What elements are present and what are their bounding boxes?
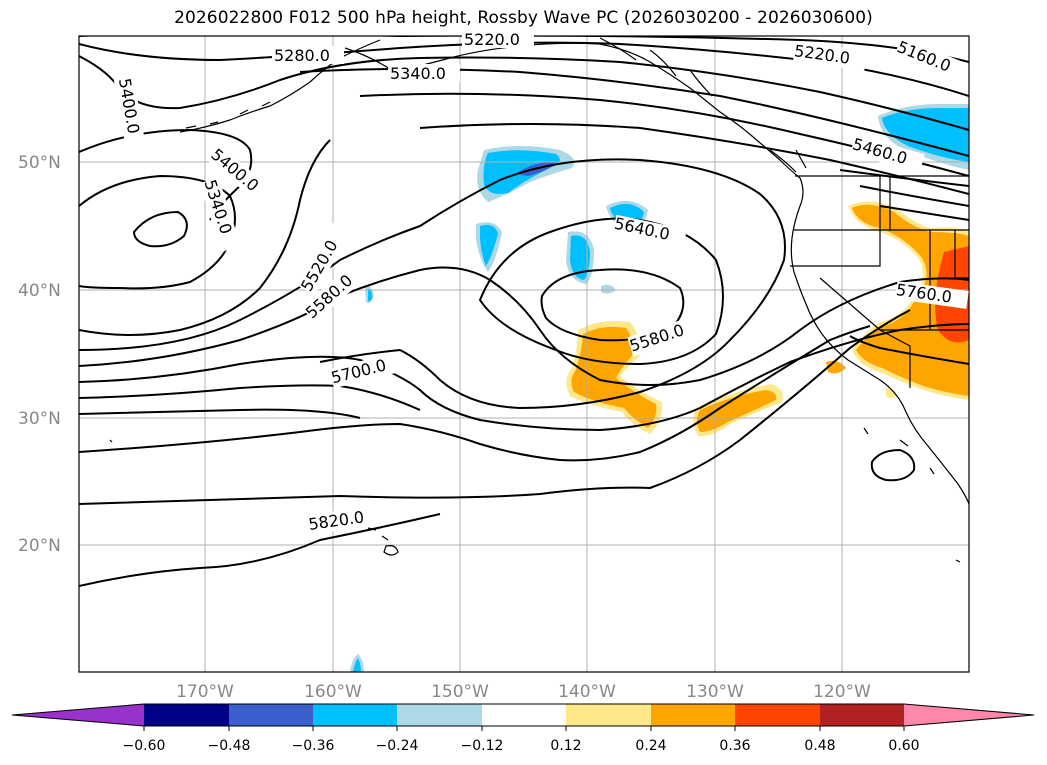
contour-label: 5340.0 xyxy=(390,64,446,83)
colorbar-tick: −0.48 xyxy=(208,738,251,754)
colorbar-tick: 0.36 xyxy=(719,738,750,754)
lon-label: 120°W xyxy=(813,682,871,702)
colorbar-tick: −0.12 xyxy=(461,738,504,754)
latitude-labels: 50°N 40°N 30°N 20°N xyxy=(18,153,61,556)
lon-label: 140°W xyxy=(558,682,616,702)
colorbar-max-extend xyxy=(904,704,1034,726)
colorbar-segment xyxy=(229,704,313,726)
colorbar-segment xyxy=(735,704,820,726)
colorbar-segment xyxy=(144,704,229,726)
lon-label: 150°W xyxy=(431,682,489,702)
lon-label: 130°W xyxy=(686,682,744,702)
colorbar-segment xyxy=(397,704,482,726)
contour-label: 5220.0 xyxy=(464,30,520,49)
colorbar-tick: −0.24 xyxy=(376,738,419,754)
longitude-labels: 170°W 160°W 150°W 140°W 130°W 120°W xyxy=(176,682,871,702)
colorbar-tick: 0.24 xyxy=(635,738,666,754)
lat-label: 50°N xyxy=(18,153,61,173)
colorbar-tick: −0.60 xyxy=(123,738,166,754)
lat-label: 30°N xyxy=(18,409,61,429)
colorbar-segment xyxy=(566,704,651,726)
lon-label: 170°W xyxy=(176,682,234,702)
colorbar-segment xyxy=(820,704,904,726)
lat-label: 40°N xyxy=(18,281,61,301)
colorbar-tick: −0.36 xyxy=(292,738,335,754)
lon-label: 160°W xyxy=(304,682,362,702)
colorbar-segment xyxy=(482,704,566,726)
colorbar: −0.60 −0.48 −0.36 −0.24 −0.12 0.12 0.24 … xyxy=(11,703,1035,754)
chart-title: 2026022800 F012 500 hPa height, Rossby W… xyxy=(174,8,873,28)
contour-label: 5280.0 xyxy=(274,46,330,65)
colorbar-segment xyxy=(651,704,735,726)
colorbar-tick: 0.48 xyxy=(804,738,835,754)
lat-label: 20°N xyxy=(18,536,61,556)
colorbar-min-extend xyxy=(12,704,144,726)
colorbar-tick: 0.12 xyxy=(550,738,581,754)
colorbar-tick: 0.60 xyxy=(888,738,919,754)
colorbar-segment xyxy=(313,704,397,726)
